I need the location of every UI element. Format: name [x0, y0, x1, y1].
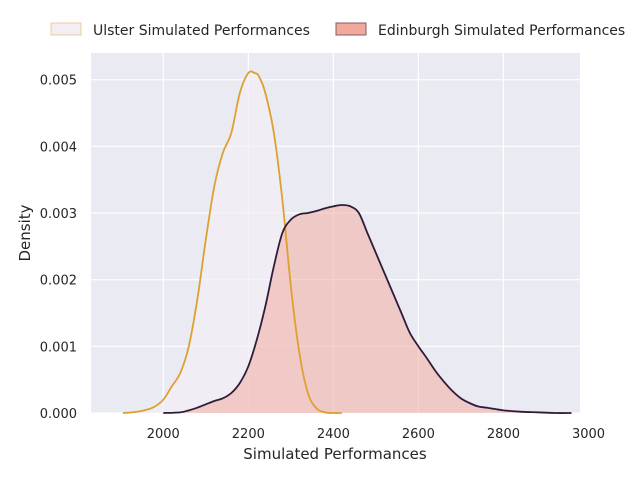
- y-tick-label: 0.001: [40, 340, 77, 355]
- y-tick-label: 0.002: [40, 274, 77, 289]
- x-tick-label: 2000: [147, 427, 180, 442]
- x-axis-label: Simulated Performances: [243, 445, 427, 463]
- legend-swatch-ulster: [50, 22, 82, 36]
- y-tick-label: 0.000: [40, 407, 77, 422]
- x-tick-label: 2600: [402, 427, 435, 442]
- x-tick-label: 3000: [572, 427, 605, 442]
- legend-swatch-edinburgh: [335, 22, 367, 36]
- y-tick-label: 0.005: [40, 74, 77, 89]
- x-tick-label: 2400: [317, 427, 350, 442]
- legend-label-edinburgh: Edinburgh Simulated Performances: [378, 23, 625, 39]
- ulster-density-line: [122, 70, 342, 414]
- y-tick-labels: 0.000 0.001 0.002 0.003 0.004 0.005: [40, 74, 77, 422]
- legend-label-ulster: Ulster Simulated Performances: [93, 23, 310, 39]
- y-axis-label: Density: [16, 204, 34, 261]
- x-tick-label: 2800: [487, 427, 520, 442]
- y-tick-label: 0.003: [40, 207, 77, 222]
- edinburgh-density-fill: [163, 205, 572, 414]
- density-areas: [122, 70, 572, 414]
- y-tick-label: 0.004: [40, 140, 77, 155]
- x-tick-label: 2200: [232, 427, 265, 442]
- x-tick-labels: 2000 2200 2400 2600 2800 3000: [147, 427, 605, 442]
- legend: Ulster Simulated Performances Edinburgh …: [50, 22, 625, 39]
- edinburgh-density-line: [163, 204, 572, 414]
